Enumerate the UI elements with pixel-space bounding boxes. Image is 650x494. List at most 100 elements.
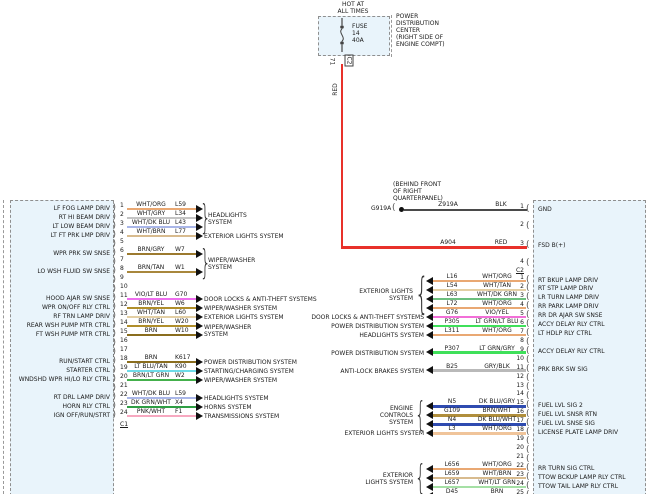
wire-line bbox=[127, 396, 196, 400]
pin-arc-icon: ) bbox=[112, 292, 117, 303]
arrow-left-icon bbox=[426, 429, 433, 438]
wire-line bbox=[127, 405, 196, 409]
system-label: STARTING/CHARGING SYSTEM bbox=[204, 368, 294, 375]
pin-number: 22 bbox=[516, 462, 524, 470]
system-label: SYSTEM bbox=[389, 419, 413, 427]
pin-number: 4 bbox=[520, 257, 524, 265]
wire-color-label: WHT/GRY bbox=[136, 210, 166, 217]
wire-line bbox=[127, 225, 196, 229]
pin-arc-icon: ) bbox=[112, 355, 117, 366]
right-pin-signal-label: RR DR AJAR SW SNSE bbox=[538, 312, 603, 320]
pin-number: 19 bbox=[516, 435, 524, 443]
pin-arc-icon: ( bbox=[526, 417, 530, 428]
wire-line bbox=[127, 297, 196, 301]
wire-line bbox=[127, 378, 196, 382]
left-pin-signal-label: STARTER CTRL bbox=[66, 366, 110, 374]
pin-arc-icon: ( bbox=[526, 292, 530, 303]
wire-circuit-label: L54 bbox=[446, 281, 458, 289]
right-pin-signal-label: LR TURN LAMP DRIV bbox=[538, 294, 599, 302]
pin-number: 4 bbox=[520, 300, 524, 308]
arrow-left-icon bbox=[426, 312, 433, 321]
wire-circuit-label: L311 bbox=[444, 326, 460, 334]
left-pin-signal-label: REAR WSH PUMP MTR CTRL bbox=[26, 321, 110, 329]
wire-color-label: BRN/YEL bbox=[138, 300, 164, 307]
system-label: WIPER/WASHER SYSTEM bbox=[204, 305, 278, 312]
wire-circuit-label: N5 bbox=[447, 398, 457, 406]
pin-arc-icon: ( bbox=[526, 337, 530, 348]
wire-color-label: DK BLU/GRY bbox=[478, 398, 516, 406]
system-label: EXTERIOR LIGHTS SYSTEM bbox=[204, 314, 284, 321]
pin-number: 5 bbox=[120, 238, 124, 245]
arrow-left-icon bbox=[426, 420, 433, 429]
wire-circuit-label: L34 bbox=[175, 210, 186, 217]
pin-number: 18 bbox=[120, 355, 128, 362]
system-label: POWER DISTRIBUTION SYSTEM bbox=[204, 359, 297, 366]
pin-arc-icon: ( bbox=[526, 435, 530, 446]
wire-circuit-label: D45 bbox=[445, 488, 459, 494]
left-module-box bbox=[10, 200, 114, 494]
pin-number: 16 bbox=[516, 408, 524, 416]
arrow-left-icon bbox=[426, 285, 433, 294]
arrow-right-icon bbox=[196, 231, 203, 240]
pin-arc-icon: ) bbox=[112, 373, 117, 384]
wire-circuit-label: X4 bbox=[175, 399, 183, 406]
fuse-output-pin: 71 bbox=[328, 57, 336, 66]
wire-circuit-label: W20 bbox=[175, 318, 189, 325]
system-label: SYSTEM bbox=[204, 331, 228, 338]
wire-line bbox=[127, 306, 196, 310]
pdc-location-line: ENGINE COMPT) bbox=[396, 41, 445, 48]
pin-arc-icon: ( bbox=[526, 310, 530, 321]
wire-circuit-label: L77 bbox=[175, 228, 186, 235]
wire-line bbox=[433, 279, 526, 283]
pin-number: 12 bbox=[516, 372, 524, 380]
right-pin-signal-label: RR TURN SIG CTRL bbox=[538, 464, 595, 472]
ground-dot-icon bbox=[399, 207, 404, 212]
ground-location-line: OF RIGHT bbox=[393, 188, 422, 195]
right-pin-signal-label: RR PARK LAMP DRIV bbox=[538, 303, 599, 311]
arrow-left-icon bbox=[426, 366, 433, 375]
arrow-left-icon bbox=[426, 491, 433, 494]
pin-number: 21 bbox=[516, 453, 524, 461]
arrow-right-icon bbox=[196, 213, 203, 222]
pin-number: 5 bbox=[520, 309, 524, 317]
pin-number: 8 bbox=[520, 336, 524, 344]
wire-color-label: VIO/LT BLU bbox=[134, 291, 168, 298]
pin-arc-icon: ) bbox=[112, 211, 117, 222]
arrow-left-icon bbox=[426, 330, 433, 339]
wire-circuit-label: P305 bbox=[444, 317, 460, 325]
wire-line bbox=[127, 324, 196, 328]
right-pin-signal-label: FUEL LVL SNSE SIG bbox=[538, 419, 595, 427]
pin-number: 8 bbox=[120, 265, 124, 272]
wire-circuit-label: P307 bbox=[444, 344, 460, 352]
wire-circuit-label: B25 bbox=[446, 362, 458, 370]
pin-arc-icon: ) bbox=[112, 319, 117, 330]
wire-line bbox=[433, 432, 526, 435]
feed-wire-color-vertical: RED bbox=[331, 83, 339, 96]
wire-circuit-label: L60 bbox=[175, 309, 186, 316]
pin-arc-icon: ( bbox=[526, 221, 530, 231]
arrow-right-icon bbox=[196, 303, 203, 312]
wire-color-label: WHT/ORG bbox=[482, 425, 512, 433]
arrow-right-icon bbox=[196, 204, 203, 213]
arrow-right-icon bbox=[196, 267, 203, 276]
arrow-right-icon bbox=[196, 366, 203, 375]
pdc-location-line: DISTRIBUTION bbox=[396, 20, 439, 27]
system-label: WIPER/WASHER bbox=[208, 256, 256, 264]
arrow-left-icon bbox=[426, 276, 433, 285]
right-pin-signal-label: RT BKUP LAMP DRIV bbox=[538, 276, 599, 284]
pin-arc-icon: ) bbox=[112, 265, 117, 276]
pin-arc-icon: ) bbox=[112, 238, 117, 249]
wire-line bbox=[127, 360, 196, 364]
wire-circuit-label: L43 bbox=[175, 219, 186, 226]
ground-connector-arc-icon: ( bbox=[392, 203, 396, 213]
pin-number: 15 bbox=[120, 328, 128, 335]
wire-circuit-label: K90 bbox=[175, 363, 187, 370]
wire-line bbox=[127, 270, 196, 274]
wire-line bbox=[127, 216, 196, 220]
fuse-number: 14 bbox=[352, 30, 360, 37]
wire-circuit-label: G76 bbox=[445, 308, 459, 316]
wire-color-label: LT BLU/TAN bbox=[134, 363, 168, 370]
wire-circuit-label: N4 bbox=[447, 416, 457, 424]
pin-number: 13 bbox=[516, 381, 524, 389]
